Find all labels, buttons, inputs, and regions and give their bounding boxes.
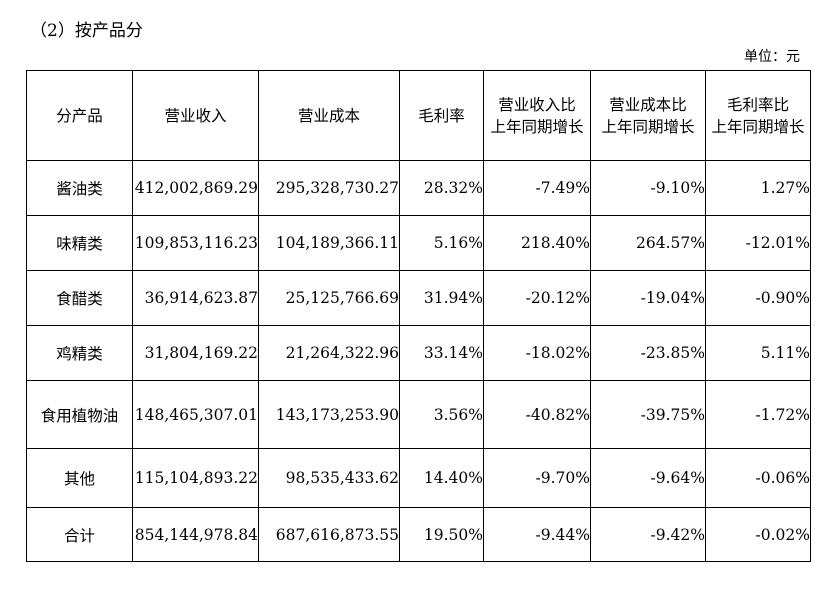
unit-note: 单位：元 [744,49,800,65]
header-cost-label: 营业成本 [297,106,360,125]
table-row: 酱油类 412,002,869.29 295,328,730.27 28.32%… [26,160,811,216]
gross-margin-cell: 14.40% [399,448,484,508]
revenue-cell: 109,853,116.23 [132,215,259,271]
cost-cell: 25,125,766.69 [258,270,400,326]
margin-yoy-cell: -0.02% [705,507,811,562]
header-product-label: 分产品 [56,106,103,125]
product-name-cell: 鸡精类 [26,325,133,381]
revenue-cell: 115,104,893.22 [132,448,259,508]
revenue-yoy-cell: -9.44% [483,507,591,562]
table-total-row: 合计 854,144,978.84 687,616,873.55 19.50% … [26,507,811,562]
header-cost-yoy-line2: 上年同期增长 [601,117,695,136]
header-cost-yoy: 营业成本比 上年同期增长 [590,70,706,161]
header-margin-yoy-line2: 上年同期增长 [711,117,805,136]
cost-yoy-cell: -19.04% [590,270,706,326]
cost-cell: 104,189,366.11 [258,215,400,271]
cost-cell: 98,535,433.62 [258,448,400,508]
revenue-cell: 412,002,869.29 [132,160,259,216]
header-revenue-yoy-line2: 上年同期增长 [490,117,584,136]
cost-yoy-cell: -9.64% [590,448,706,508]
cost-cell: 143,173,253.90 [258,380,400,449]
table-header-row: 分产品 营业收入 营业成本 毛利率 营业收入比 上年同期增长 营业成本比 上年同… [26,70,811,161]
product-name-cell: 味精类 [26,215,133,271]
table-row: 食用植物油 148,465,307.01 143,173,253.90 3.56… [26,380,811,449]
margin-yoy-cell: -0.06% [705,448,811,508]
revenue-cell: 36,914,623.87 [132,270,259,326]
revenue-cell: 148,465,307.01 [132,380,259,449]
cost-cell: 687,616,873.55 [258,507,400,562]
product-name-cell: 酱油类 [26,160,133,216]
margin-yoy-cell: 1.27% [705,160,811,216]
header-revenue-label: 营业收入 [164,106,227,125]
header-cost-yoy-line1: 营业成本比 [609,95,687,114]
cost-cell: 21,264,322.96 [258,325,400,381]
cost-yoy-cell: -23.85% [590,325,706,381]
header-margin-yoy: 毛利率比 上年同期增长 [705,70,811,161]
revenue-yoy-cell: -7.49% [483,160,591,216]
margin-yoy-cell: -0.90% [705,270,811,326]
gross-margin-cell: 28.32% [399,160,484,216]
gross-margin-cell: 33.14% [399,325,484,381]
cost-yoy-cell: -9.42% [590,507,706,562]
header-product: 分产品 [26,70,133,161]
revenue-yoy-cell: -18.02% [483,325,591,381]
header-margin-yoy-line1: 毛利率比 [726,95,789,114]
header-gross-margin: 毛利率 [399,70,484,161]
header-cost: 营业成本 [258,70,400,161]
header-revenue-yoy-line1: 营业收入比 [498,95,576,114]
margin-yoy-cell: -12.01% [705,215,811,271]
product-name-cell: 合计 [26,507,133,562]
revenue-yoy-cell: -40.82% [483,380,591,449]
gross-margin-cell: 3.56% [399,380,484,449]
header-gross-margin-label: 毛利率 [418,106,465,125]
margin-yoy-cell: -1.72% [705,380,811,449]
table-row: 味精类 109,853,116.23 104,189,366.11 5.16% … [26,215,811,271]
product-name-cell: 其他 [26,448,133,508]
product-name-cell: 食醋类 [26,270,133,326]
cost-yoy-cell: -39.75% [590,380,706,449]
cost-yoy-cell: 264.57% [590,215,706,271]
header-revenue-yoy: 营业收入比 上年同期增长 [483,70,591,161]
product-revenue-table: 分产品 营业收入 营业成本 毛利率 营业收入比 上年同期增长 营业成本比 上年同… [26,70,811,562]
cost-cell: 295,328,730.27 [258,160,400,216]
header-revenue: 营业收入 [132,70,259,161]
revenue-cell: 31,804,169.22 [132,325,259,381]
gross-margin-cell: 31.94% [399,270,484,326]
revenue-yoy-cell: 218.40% [483,215,591,271]
table-row: 食醋类 36,914,623.87 25,125,766.69 31.94% -… [26,270,811,326]
table-row: 鸡精类 31,804,169.22 21,264,322.96 33.14% -… [26,325,811,381]
margin-yoy-cell: 5.11% [705,325,811,381]
revenue-yoy-cell: -20.12% [483,270,591,326]
revenue-yoy-cell: -9.70% [483,448,591,508]
cost-yoy-cell: -9.10% [590,160,706,216]
gross-margin-cell: 5.16% [399,215,484,271]
gross-margin-cell: 19.50% [399,507,484,562]
section-title: （2）按产品分 [30,21,143,41]
product-name-cell: 食用植物油 [26,380,133,449]
revenue-cell: 854,144,978.84 [132,507,259,562]
table-row: 其他 115,104,893.22 98,535,433.62 14.40% -… [26,448,811,508]
